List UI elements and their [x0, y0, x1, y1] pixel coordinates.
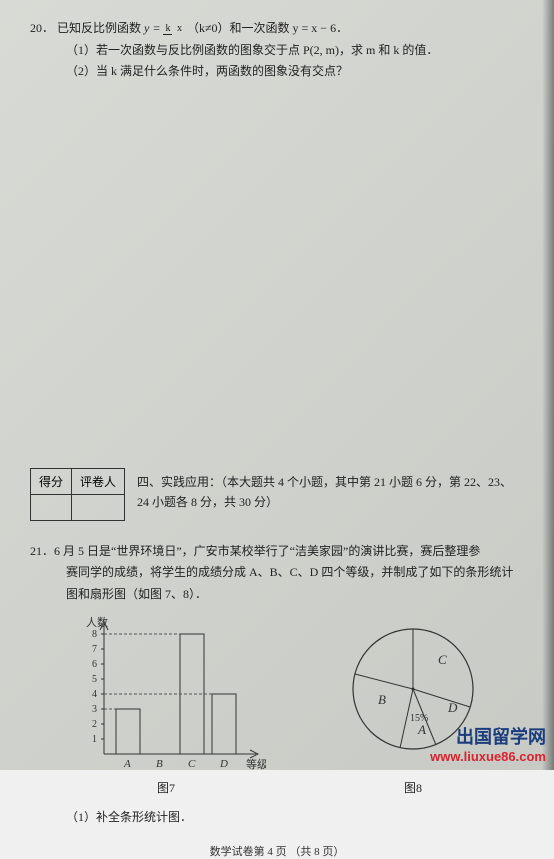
watermark-cn: 出国留学网	[430, 723, 546, 749]
page-footer: 数学试卷第 4 页 （共 8 页）	[30, 843, 524, 859]
pie-label-A-pct: 15%	[410, 713, 428, 724]
section4-row: 得分 评卷人 四、实践应用：（本大题共 4 个小题，其中第 21 小题 6 分，…	[30, 468, 524, 521]
watermark: 出国留学网 www.liuxue86.com	[430, 723, 546, 764]
question-20: 20． 已知反比例函数 y = k x （k≠0）和一次函数 y = x − 6…	[30, 18, 524, 83]
question-21: 21．6 月 5 日是“世界环境日”，广安市某校举行了“洁美家园”的演讲比赛，赛…	[30, 541, 524, 829]
score-cell	[31, 494, 72, 520]
svg-text:5: 5	[92, 674, 97, 685]
bar-chart: 人数 等级 1 2 3 4 5 6 7 8	[66, 614, 266, 774]
pie-chart-wrap: C B D A 15% 图8	[338, 614, 488, 800]
bar-ylabel: 人数	[86, 616, 108, 629]
svg-text:4: 4	[92, 689, 97, 700]
bar-yticks: 1 2 3 4 5 6 7 8	[92, 629, 104, 745]
q21-l2: 赛同学的成绩，将学生的成绩分成 A、B、C、D 四个等级，并制成了如下的条形统计	[66, 562, 524, 584]
frac-bot: x	[175, 23, 184, 34]
bar-caption: 图7	[66, 778, 266, 800]
page-shadow	[542, 0, 554, 770]
svg-text:C: C	[188, 758, 196, 770]
pie-label-C: C	[438, 652, 447, 667]
bar-A	[116, 709, 140, 754]
q21-l3: 图和扇形图（如图 7、8）．	[66, 584, 524, 606]
q20-stem-prefix: 已知反比例函数	[57, 21, 144, 35]
grader-header: 评卷人	[72, 468, 125, 494]
bar-xticks: A B C D	[123, 758, 228, 770]
bar-chart-svg: 人数 等级 1 2 3 4 5 6 7 8	[66, 614, 266, 774]
watermark-url: www.liuxue86.com	[430, 749, 546, 764]
score-header: 得分	[31, 468, 72, 494]
svg-text:D: D	[219, 758, 228, 770]
svg-text:6: 6	[92, 659, 97, 670]
q21-l1: 6 月 5 日是“世界环境日”，广安市某校举行了“洁美家园”的演讲比赛，赛后整理…	[54, 544, 480, 558]
q20-fraction: k x	[163, 24, 184, 34]
q20-formula-y: y =	[144, 21, 163, 35]
bar-xlabel: 等级	[246, 757, 266, 771]
q21-number: 21．	[30, 544, 54, 558]
pie-caption: 图8	[338, 778, 488, 800]
pie-label-D: D	[447, 700, 458, 715]
section4-title: 四、实践应用：	[137, 475, 221, 489]
q20-number: 20．	[30, 18, 54, 40]
svg-text:2: 2	[92, 719, 97, 730]
pie-label-A: A	[417, 722, 426, 737]
section4-text: 四、实践应用：（本大题共 4 个小题，其中第 21 小题 6 分，第 22、23…	[137, 468, 524, 513]
svg-text:B: B	[156, 758, 163, 770]
charts-row: 人数 等级 1 2 3 4 5 6 7 8	[30, 614, 524, 800]
bar-D	[212, 694, 236, 754]
q20-stem-rest: （k≠0）和一次函数 y = x − 6．	[187, 21, 348, 35]
grader-cell	[72, 494, 125, 520]
svg-text:1: 1	[92, 734, 97, 745]
svg-text:8: 8	[92, 629, 97, 640]
svg-text:A: A	[123, 758, 131, 770]
svg-text:3: 3	[92, 704, 97, 715]
q20-part2: （2）当 k 满足什么条件时，两函数的图象没有交点？	[66, 61, 524, 83]
score-table: 得分 评卷人	[30, 468, 125, 521]
q21-part1: （1）补全条形统计图．	[66, 807, 524, 829]
bar-chart-wrap: 人数 等级 1 2 3 4 5 6 7 8	[66, 614, 266, 800]
q20-part1: （1）若一次函数与反比例函数的图象交于点 P(2, m)，求 m 和 k 的值．	[66, 40, 524, 62]
frac-top: k	[163, 23, 172, 35]
svg-text:7: 7	[92, 644, 97, 655]
pie-label-B: B	[378, 692, 386, 707]
